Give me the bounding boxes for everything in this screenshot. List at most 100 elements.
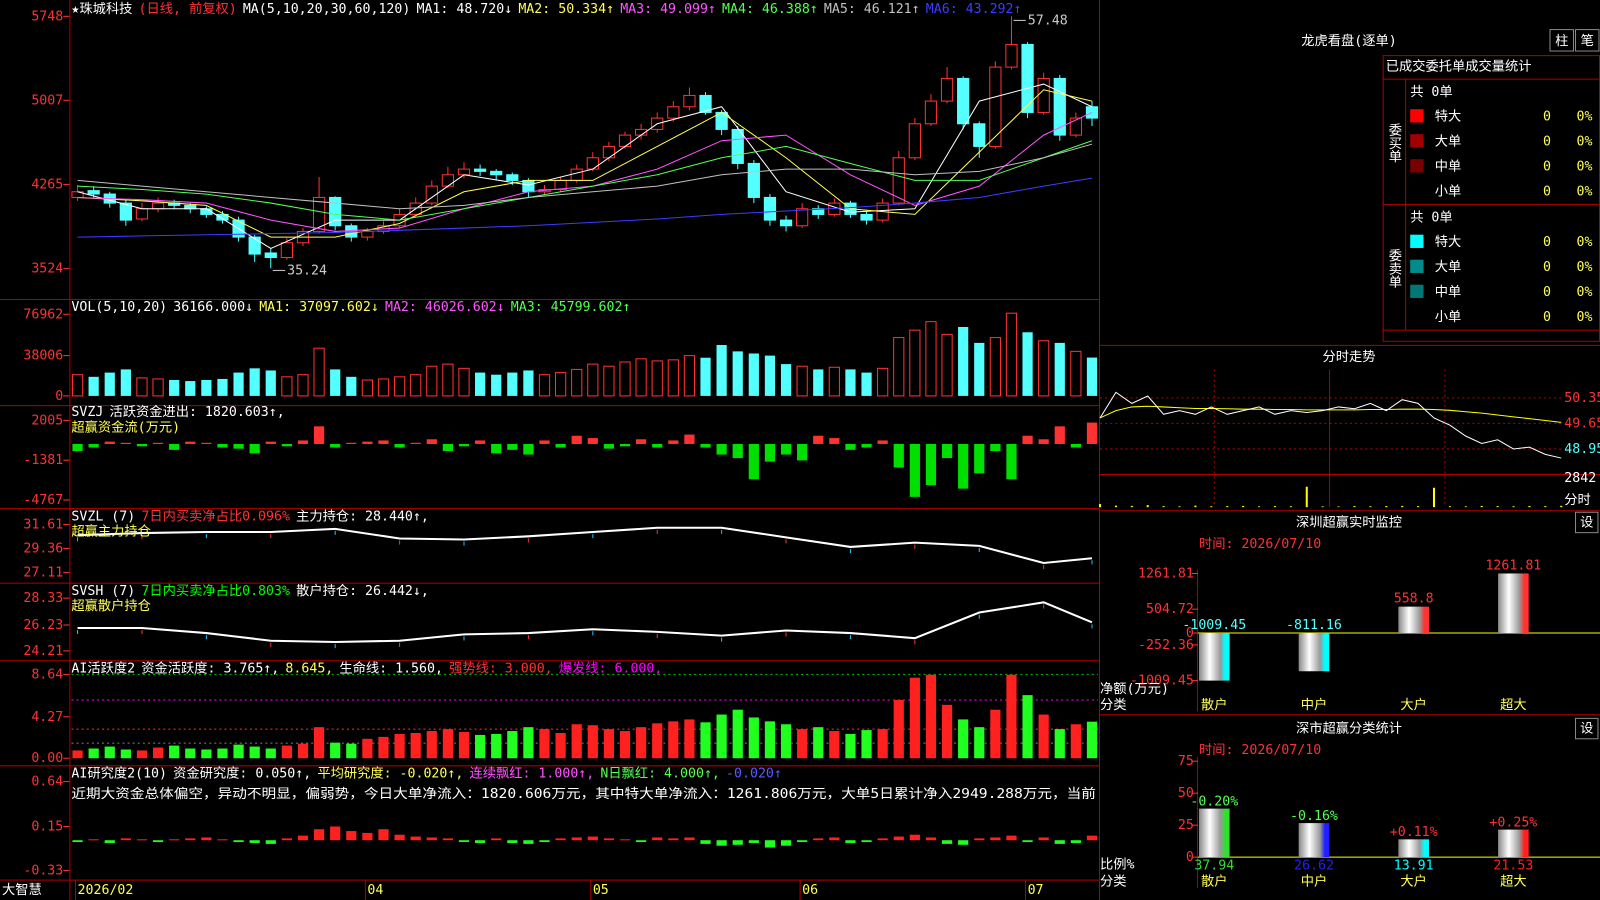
button[interactable]: 笔 — [1581, 33, 1594, 49]
bar — [603, 365, 615, 397]
ma-line — [77, 89, 1093, 238]
candle-body — [1021, 43, 1034, 113]
bar — [1054, 342, 1065, 396]
ma-line — [77, 140, 1093, 221]
legend-item: SVSH (7) — [71, 584, 135, 599]
bar — [700, 840, 711, 844]
y-tick-label: 29.36 — [23, 541, 63, 556]
candle-body — [184, 204, 197, 210]
high-label: 57.48 — [1028, 13, 1068, 28]
bar — [683, 355, 696, 397]
candle-body — [731, 128, 744, 164]
y-tick-label: 0.64 — [31, 775, 63, 790]
panel-title: 深市超赢分类统计 — [1296, 720, 1402, 737]
order-name: 大单 — [1435, 133, 1462, 149]
candle-body — [490, 170, 503, 176]
bar — [330, 826, 341, 841]
category-label: 超大 — [1500, 697, 1527, 713]
bar — [88, 443, 99, 448]
bar — [152, 378, 164, 397]
bar — [651, 360, 663, 397]
legend-item: MA1: 37097.602↓ — [259, 300, 379, 315]
button[interactable]: 柱 — [1555, 33, 1568, 49]
bar — [829, 731, 840, 759]
bar — [1022, 332, 1033, 396]
button-frame[interactable] — [1549, 29, 1574, 52]
bar — [136, 377, 148, 397]
bar — [764, 355, 776, 396]
bar — [104, 441, 115, 444]
bar — [797, 840, 808, 843]
order-name: 特大 — [1435, 234, 1462, 250]
bar — [925, 674, 937, 759]
category-label: 散户 — [1201, 696, 1228, 713]
bar — [1022, 435, 1033, 444]
y-tick-label: 27.11 — [23, 565, 63, 580]
bar — [1054, 729, 1065, 759]
bar — [458, 732, 470, 759]
button-frame[interactable] — [1575, 511, 1599, 534]
bar — [265, 370, 276, 396]
y-tick-label: 24.21 — [23, 644, 63, 659]
order-pct: 0% — [1577, 260, 1593, 275]
axis-label: 分时 — [1564, 492, 1591, 508]
y-tick-label: 0.00 — [31, 751, 63, 766]
bar — [652, 837, 663, 841]
bar — [491, 733, 502, 759]
bar — [313, 426, 325, 444]
legend-item: 8.645, — [285, 661, 333, 676]
bar — [974, 443, 985, 474]
bar — [362, 441, 373, 444]
candle-body — [699, 94, 712, 113]
bar — [603, 443, 615, 449]
ma-line — [77, 177, 1093, 238]
bar — [603, 838, 615, 841]
bar — [732, 443, 743, 459]
candle-body — [1037, 77, 1050, 113]
bar — [217, 748, 228, 759]
bar — [313, 347, 325, 397]
bar — [571, 368, 583, 397]
legend-item: MA6: 43.292↑ — [926, 2, 1022, 17]
button-frame[interactable] — [1575, 717, 1599, 740]
bar — [426, 731, 437, 759]
panel-subtitle: 超赢主力持仓 — [71, 523, 151, 540]
bar — [877, 440, 888, 444]
bar — [1086, 357, 1098, 396]
legend-item: 平均研究度: -0.020↑, — [317, 765, 463, 781]
y-tick-label: 49.65 — [1564, 416, 1600, 431]
bar — [1038, 340, 1050, 397]
order-count: 0 — [1543, 159, 1551, 174]
bar — [958, 840, 969, 845]
bar — [281, 376, 293, 397]
bar — [120, 369, 131, 396]
bar — [668, 721, 679, 759]
bar — [169, 839, 180, 841]
candle-body — [522, 179, 535, 193]
bar — [1038, 837, 1049, 841]
value-label: 13.91 — [1394, 858, 1434, 873]
button[interactable]: 设 — [1580, 514, 1593, 530]
bar — [748, 353, 759, 396]
button[interactable]: 设 — [1580, 721, 1593, 737]
y-tick-label: 504.72 — [1146, 602, 1194, 617]
candle-body — [425, 185, 438, 204]
bar — [104, 840, 115, 843]
bar — [507, 372, 518, 396]
bar — [909, 834, 920, 841]
bar — [1086, 721, 1098, 759]
button-frame[interactable] — [1575, 29, 1600, 52]
bar — [764, 443, 776, 462]
bar — [1054, 426, 1065, 444]
order-count: 0 — [1543, 260, 1551, 275]
bar — [716, 840, 727, 846]
y-tick-label: 5007 — [31, 93, 63, 108]
candle-body — [812, 208, 825, 215]
category-label: 大户 — [1400, 873, 1427, 890]
candle-body — [1005, 43, 1018, 68]
legend-item: 36166.000↓ — [173, 300, 253, 315]
legend-item: 活跃资金进出: 1820.603↑, — [109, 404, 284, 420]
bar — [362, 832, 373, 841]
bar — [426, 365, 438, 397]
swatch — [1410, 284, 1424, 298]
